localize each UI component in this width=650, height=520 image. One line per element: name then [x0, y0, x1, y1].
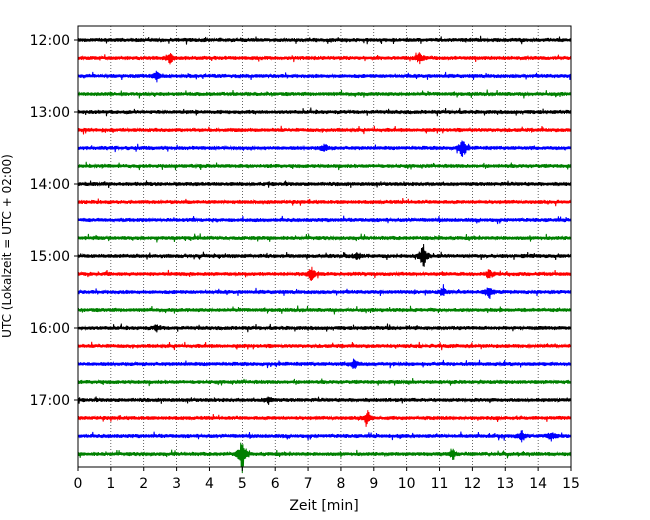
- trace-14:30: [77, 215, 572, 225]
- trace-13:15: [77, 125, 572, 135]
- x-tick-label: 10: [398, 476, 416, 492]
- x-axis-label: Zeit [min]: [289, 498, 358, 514]
- trace-16:45: [77, 377, 572, 387]
- x-tick-label: 1: [106, 476, 115, 492]
- trace-16:15: [77, 341, 572, 351]
- trace-12:15: [77, 52, 572, 65]
- x-tick-label: 4: [205, 476, 214, 492]
- plot-frame: [77, 25, 572, 468]
- y-tick-label: 12:00: [30, 33, 70, 49]
- seismic-traces: [77, 35, 572, 474]
- trace-12:45: [77, 89, 572, 99]
- trace-13:45: [77, 161, 572, 171]
- trace-17:15: [77, 410, 572, 427]
- x-tick-label: 0: [74, 476, 83, 492]
- x-tick-label: 6: [271, 476, 280, 492]
- y-tick-label: 16:00: [30, 321, 70, 337]
- x-tick-label: 15: [562, 476, 580, 492]
- x-tick-label: 8: [336, 476, 345, 492]
- x-tick-label: 2: [139, 476, 148, 492]
- trace-16:30: [77, 358, 572, 370]
- trace-13:00: [77, 107, 572, 117]
- x-tick-label: 9: [369, 476, 378, 492]
- trace-17:00: [77, 396, 572, 405]
- trace-17:30: [77, 430, 572, 443]
- trace-15:45: [77, 305, 572, 315]
- x-tick-label: 5: [238, 476, 247, 492]
- x-tick-label: 13: [496, 476, 514, 492]
- x-tick-label: 11: [431, 476, 449, 492]
- y-tick-label: 14:00: [30, 177, 70, 193]
- x-tick-label: 7: [304, 476, 313, 492]
- y-axis-ticks: 12:00 13:00 14:00 15:00 16:00 17:00: [30, 33, 78, 409]
- trace-15:30: [77, 284, 572, 300]
- trace-13:30: [77, 140, 572, 157]
- y-axis-label: UTC (Lokalzeit = UTC + 02:00): [0, 154, 14, 338]
- x-tick-label: 12: [463, 476, 481, 492]
- x-axis-ticks: 0 1 2 3 4 5 6 7 8 9 10 11 12 13 14 15: [74, 467, 580, 492]
- x-tick-label: 3: [172, 476, 181, 492]
- trace-14:15: [77, 198, 572, 207]
- trace-15:00: [77, 243, 572, 267]
- y-tick-label: 13:00: [30, 105, 70, 121]
- trace-14:45: [77, 233, 572, 243]
- trace-12:30: [77, 70, 572, 83]
- trace-12:00: [77, 35, 572, 45]
- y-tick-label: 15:00: [30, 249, 70, 265]
- trace-15:15: [77, 266, 572, 281]
- y-tick-label: 17:00: [30, 393, 70, 409]
- trace-14:00: [77, 180, 572, 189]
- trace-17:45: [77, 442, 572, 474]
- x-tick-label: 14: [529, 476, 547, 492]
- trace-16:00: [77, 323, 572, 333]
